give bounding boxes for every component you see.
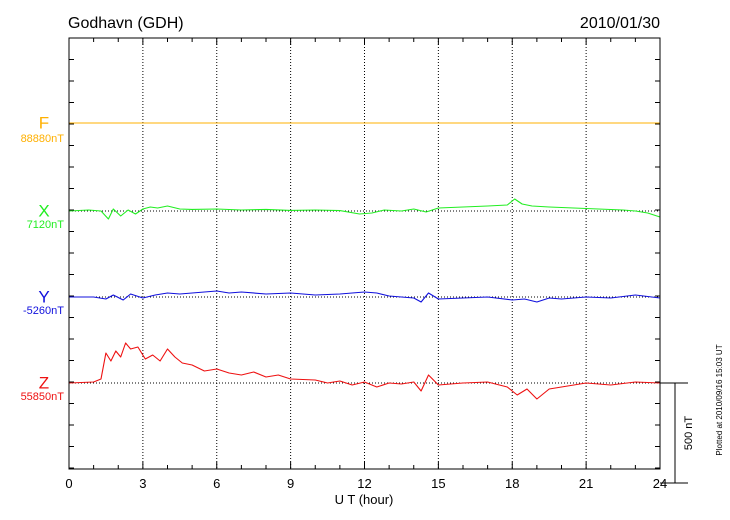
baseline-value-f: 88880nT (21, 133, 65, 145)
baseline-value-z: 55850nT (21, 391, 65, 403)
x-axis-label: U T (hour) (335, 492, 394, 507)
chart-title: Godhavn (GDH) (68, 15, 184, 32)
trace-z (68, 342, 661, 400)
x-tick-label: 6 (213, 476, 220, 491)
x-tick-label: 15 (431, 476, 445, 491)
axis-ticks (68, 37, 661, 469)
series-name-x: X (38, 201, 49, 220)
series-name-y: Y (38, 287, 49, 306)
scale-bar-label: 500 nT (683, 416, 695, 451)
x-tick-label: 0 (65, 476, 72, 491)
x-tick-label: 9 (287, 476, 294, 491)
series-name-f: F (39, 113, 49, 132)
trace-x (68, 198, 661, 220)
series-name-z: Z (39, 373, 49, 392)
plotted-at-note: Plotted at 2010/09/16 15:03 UT (715, 344, 724, 455)
chart-date: 2010/01/30 (580, 15, 660, 32)
scale-bar (660, 382, 688, 484)
baseline-value-y: -5260nT (23, 305, 64, 317)
x-tick-label: 12 (357, 476, 371, 491)
grid-lines (142, 38, 587, 469)
x-tick-label: 3 (139, 476, 146, 491)
series-traces (68, 122, 661, 400)
x-tick-labels: 0 3 6 9 12 15 18 21 24 (65, 476, 667, 491)
baseline-value-x: 7120nT (27, 219, 65, 231)
x-tick-label: 21 (579, 476, 593, 491)
trace-y (69, 290, 661, 303)
x-tick-label: 18 (505, 476, 519, 491)
